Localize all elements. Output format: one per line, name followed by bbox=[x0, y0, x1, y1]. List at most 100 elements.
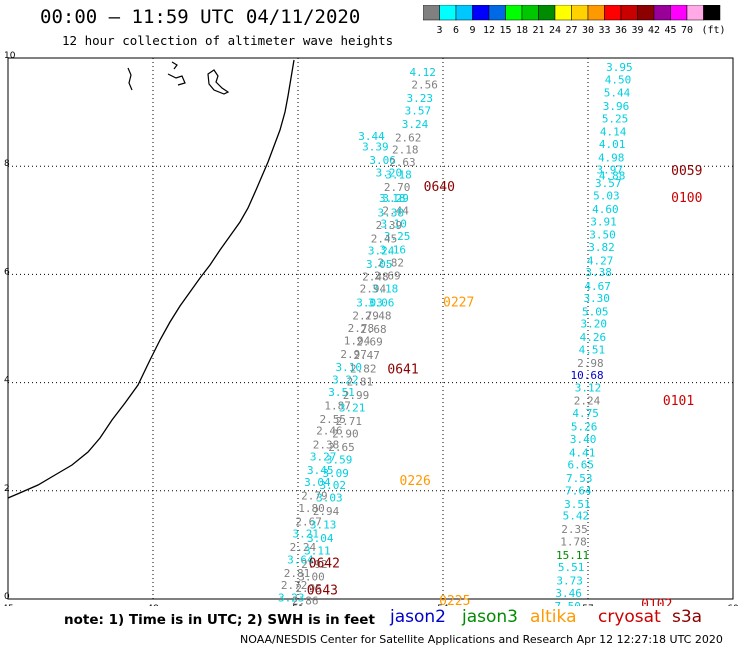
wave-height-label: 2.48 bbox=[362, 271, 389, 284]
wave-height-label: 7.64 bbox=[565, 484, 592, 497]
map-subtitle: 12 hour collection of altimeter wave hei… bbox=[62, 33, 394, 48]
wave-height-label: 2.68 bbox=[360, 323, 387, 336]
wave-height-label: 3.30 bbox=[583, 292, 610, 305]
wave-height-label: 2.45 bbox=[371, 233, 398, 246]
wave-height-label: 3.24 bbox=[368, 245, 395, 258]
wave-height-label: 3.51 bbox=[564, 498, 591, 511]
x-tick-label: 57 bbox=[582, 604, 593, 606]
pass-time-label: 0225 bbox=[439, 594, 470, 606]
wave-height-label: 5.51 bbox=[558, 561, 585, 574]
wave-height-label: 4.75 bbox=[572, 407, 599, 420]
wave-height-label: 3.44 bbox=[358, 130, 385, 143]
wave-height-label: 4.01 bbox=[599, 138, 626, 151]
note-text: note: 1) Time is in UTC; 2) SWH is in fe… bbox=[64, 612, 375, 628]
wave-height-label: 3.20 bbox=[581, 318, 608, 331]
wave-height-label: 4.88 bbox=[599, 169, 626, 182]
wave-height-label: 3.39 bbox=[362, 141, 389, 154]
wave-height-label: 2.39 bbox=[376, 219, 403, 232]
map-frame bbox=[7, 57, 734, 600]
wave-height-label: 2.47 bbox=[353, 349, 380, 362]
colorbar-label: 3 bbox=[436, 25, 442, 36]
colorbar-label: 42 bbox=[648, 25, 660, 36]
y-tick-label: 2 bbox=[4, 484, 10, 494]
wave-height-label: 3.06 bbox=[369, 154, 396, 167]
colorbar-label: 30 bbox=[582, 25, 594, 36]
pass-time-label: 0227 bbox=[443, 296, 474, 311]
wave-height-colorbar: 3 6 9 12 15 18 21 24 27 30 33 36 39 42 45 70 (ft) bbox=[423, 5, 726, 36]
wave-height-label: 1.94 bbox=[344, 334, 371, 347]
wave-height-label: 3.00 bbox=[298, 570, 325, 583]
wave-height-label: 3.29 bbox=[382, 192, 409, 205]
wave-height-label: 2.86 bbox=[292, 595, 319, 606]
wave-height-label: 4.26 bbox=[580, 331, 607, 344]
wave-height-label: 5.26 bbox=[571, 420, 598, 433]
wave-height-label: 7.53 bbox=[566, 472, 593, 485]
wave-height-label: 3.57 bbox=[405, 104, 432, 117]
wave-height-label: 2.35 bbox=[561, 523, 588, 536]
wave-height-label: 3.18 bbox=[372, 282, 399, 295]
wave-height-label: 3.18 bbox=[379, 192, 406, 205]
wave-height-label: 3.23 bbox=[278, 591, 305, 604]
wave-height-label: 4.50 bbox=[605, 74, 632, 87]
colorbar-label: 33 bbox=[598, 25, 610, 36]
wave-height-label: 2.90 bbox=[332, 427, 359, 440]
y-tick-label: 6 bbox=[4, 267, 10, 277]
wave-height-label: 2.67 bbox=[295, 516, 322, 529]
wave-height-label: 7.50 bbox=[554, 600, 581, 606]
wave-height-label: 2.99 bbox=[343, 389, 370, 402]
altimeter-map: 4548515457600246810 4.122.563.233.573.24… bbox=[2, 51, 739, 606]
wave-height-label: 6.65 bbox=[568, 458, 595, 471]
y-tick-label: 0 bbox=[4, 592, 10, 602]
wave-height-label: 2.63 bbox=[389, 156, 416, 169]
credit-line: NOAA/NESDIS Center for Satellite Applica… bbox=[240, 633, 723, 646]
wave-height-label: 2.94 bbox=[313, 505, 340, 518]
colorbar-label: 39 bbox=[631, 25, 643, 36]
wave-height-label: 2.71 bbox=[336, 415, 363, 428]
wave-height-label: 2.48 bbox=[365, 310, 392, 323]
wave-height-label: 3.04 bbox=[307, 532, 334, 545]
y-tick-label: 4 bbox=[4, 376, 10, 386]
colorbar-label: 9 bbox=[469, 25, 475, 36]
pass-time-label: 0642 bbox=[309, 556, 340, 571]
pass-time-label: 0640 bbox=[424, 180, 455, 195]
pass-time-label: 0100 bbox=[671, 191, 702, 206]
wave-height-label: 3.96 bbox=[603, 100, 630, 113]
wave-height-label: 5.42 bbox=[563, 510, 590, 523]
wave-height-label: 2.98 bbox=[577, 357, 604, 370]
wave-height-label: 3.21 bbox=[292, 528, 319, 541]
colorbar-label: 21 bbox=[532, 25, 544, 36]
pass-time-label: 0059 bbox=[671, 164, 702, 179]
wave-height-label: 2.79 bbox=[352, 310, 379, 323]
island-shape bbox=[167, 61, 186, 86]
wave-height-label: 4.98 bbox=[598, 152, 625, 165]
wave-height-label: 3.27 bbox=[310, 451, 337, 464]
y-tick-label: 10 bbox=[4, 51, 16, 61]
wave-height-label: 3.20 bbox=[376, 167, 403, 180]
wave-height-label: 2.81 bbox=[347, 376, 374, 389]
wave-height-label: 3.10 bbox=[380, 218, 407, 231]
colorbar-label: 70 bbox=[681, 25, 693, 36]
wave-height-label: 2.24 bbox=[574, 394, 601, 407]
wave-height-label: 5.25 bbox=[602, 113, 629, 126]
coastline bbox=[7, 59, 295, 499]
wave-height-label: 2.46 bbox=[316, 425, 343, 438]
wave-height-label: 4.12 bbox=[409, 66, 436, 79]
wave-height-label: 3.09 bbox=[322, 467, 349, 480]
wave-height-label: 3.13 bbox=[310, 518, 337, 531]
wave-height-label: 3.05 bbox=[366, 258, 393, 271]
colorbar-label: 6 bbox=[453, 25, 459, 36]
wave-height-label: 5.44 bbox=[604, 87, 631, 100]
wave-height-label: 3.38 bbox=[585, 266, 612, 279]
wave-height-label: 3.03 bbox=[316, 491, 343, 504]
wave-height-label: 2.82 bbox=[378, 256, 405, 269]
wave-height-label: 3.16 bbox=[379, 244, 406, 257]
wave-height-label: 1.80 bbox=[298, 502, 325, 515]
axis-tick-labels: 45 48 51 54 57 60 0 2 4 6 8 10 bbox=[2, 51, 739, 606]
wave-height-label: 3.24 bbox=[402, 118, 429, 131]
lat-lon-grid bbox=[8, 58, 733, 599]
x-tick-label: 54 bbox=[437, 604, 449, 606]
legend-s3a: s3a bbox=[672, 607, 703, 627]
wave-height-label: 3.10 bbox=[336, 361, 363, 374]
pass-time-label: 0643 bbox=[307, 583, 338, 598]
wave-height-label: 3.40 bbox=[570, 433, 597, 446]
